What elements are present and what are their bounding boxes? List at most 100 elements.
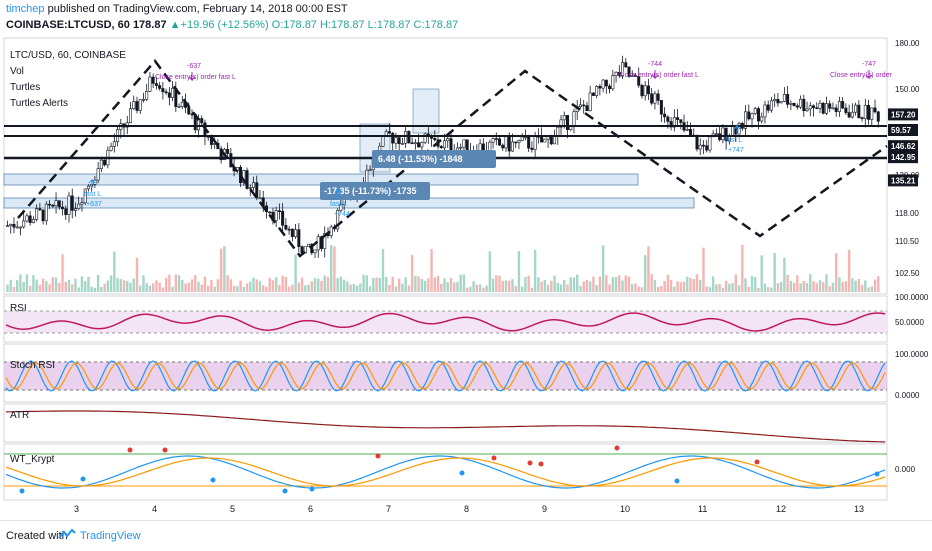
volume-bar (576, 274, 579, 292)
rsi-tick: 100.0000 (895, 293, 929, 302)
volume-bar (588, 281, 592, 292)
legend-turtles[interactable]: Turtles (10, 82, 40, 93)
signal-entry-3-sub: +747 (728, 147, 744, 154)
candle-body (219, 148, 223, 161)
candle-body (527, 136, 531, 149)
candle-body (494, 138, 498, 140)
candle-body (504, 136, 508, 149)
volume-bar (436, 275, 440, 292)
candle-body (381, 136, 385, 147)
candle-body (51, 204, 55, 207)
volume-bar (423, 280, 427, 292)
volume-bar (828, 286, 831, 292)
volume-bar (744, 278, 747, 292)
wt-dot (375, 453, 381, 459)
candle-body (67, 195, 71, 215)
volume-bar (643, 255, 647, 292)
candle-body (705, 145, 709, 151)
chart-area[interactable]: 6.48 (-11.53%) -1848 -17.35 (-11.73%) -1… (0, 36, 932, 520)
candle-body (676, 117, 680, 120)
candle-body (627, 66, 631, 77)
candle-body (109, 146, 113, 151)
created-with: Created with (6, 530, 68, 542)
volume-bar (689, 277, 692, 292)
volume-bar (249, 281, 252, 292)
volume-bar (818, 280, 822, 292)
volume-bar (206, 285, 210, 292)
candle-body (756, 108, 760, 122)
volume-bar (96, 274, 100, 292)
volume-bar (132, 278, 135, 292)
volume-bar (265, 287, 268, 292)
volume-bar (553, 275, 556, 292)
volume-bar (485, 285, 488, 292)
volume-bar (262, 285, 265, 292)
candle-body (779, 101, 783, 104)
volume-bar (355, 285, 359, 292)
volume-bar (161, 287, 165, 292)
candle-body (844, 107, 848, 113)
volume-bar (627, 276, 631, 292)
price-tag-label: 142.95 (891, 153, 916, 162)
volume-bar (317, 278, 320, 292)
candle-body (876, 111, 880, 122)
volume-bar (93, 287, 97, 292)
candle-body (669, 121, 673, 128)
candle-body (439, 146, 443, 149)
volume-bar (190, 279, 194, 292)
volume-bar (38, 284, 42, 292)
time-tick: 3 (74, 504, 79, 514)
volume-bar (213, 286, 216, 292)
volume-bar (601, 245, 605, 292)
candle-body (834, 107, 838, 112)
price-tick: 180.00 (895, 39, 920, 48)
author-link[interactable]: timchep (6, 3, 45, 15)
volume-bar (307, 284, 310, 292)
volume-bar (420, 279, 424, 292)
volume-bar (41, 278, 45, 292)
volume-bar (491, 278, 495, 292)
candle-body (847, 112, 851, 118)
price-tick: 118.00 (895, 209, 919, 218)
candle-body (637, 75, 641, 86)
candle-body (397, 137, 401, 144)
candle-body (284, 225, 288, 230)
candle-body (656, 93, 660, 101)
chart-legend: LTC/USD, 60, COINBASE Vol Turtles Turtle… (10, 50, 126, 109)
volume-bar (511, 279, 514, 292)
tradingview-brand[interactable]: TradingView (80, 530, 141, 542)
volume-bar (71, 284, 74, 292)
candle-body (248, 187, 252, 189)
volume-bar (514, 286, 517, 292)
candle-body (854, 104, 858, 113)
volume-bar (19, 274, 22, 292)
candle-body (22, 220, 26, 228)
candle-body (621, 62, 625, 76)
candle-body (549, 136, 553, 145)
time-tick: 9 (542, 504, 547, 514)
volume-bar (87, 276, 90, 292)
wt-dot (614, 445, 620, 451)
time-axis[interactable]: 3 4 5 6 7 8 9 10 11 12 13 (74, 504, 864, 514)
volume-bar (640, 287, 644, 292)
candle-body (336, 209, 340, 230)
volume-bar (232, 285, 236, 292)
legend-vol[interactable]: Vol (10, 66, 24, 77)
candle-body (546, 136, 550, 140)
volume-bar (440, 283, 443, 292)
volume-bar (326, 276, 330, 292)
volume-bar (456, 281, 459, 292)
volume-bar (469, 286, 472, 292)
volume-bar (792, 282, 796, 292)
candle-body (83, 188, 87, 203)
candle-body (323, 233, 327, 249)
volume-bar (786, 274, 789, 292)
candle-body (650, 93, 654, 104)
volume-bar (465, 287, 469, 292)
price-axis[interactable]: 180.00 150.00 130.00 118.00 110.50 102.5… (888, 39, 929, 474)
candle-body (442, 140, 446, 149)
candle-body (802, 98, 806, 112)
volume-bar (336, 278, 339, 292)
legend-turtles-alerts[interactable]: Turtles Alerts (10, 98, 68, 109)
volume-bar (83, 281, 87, 292)
